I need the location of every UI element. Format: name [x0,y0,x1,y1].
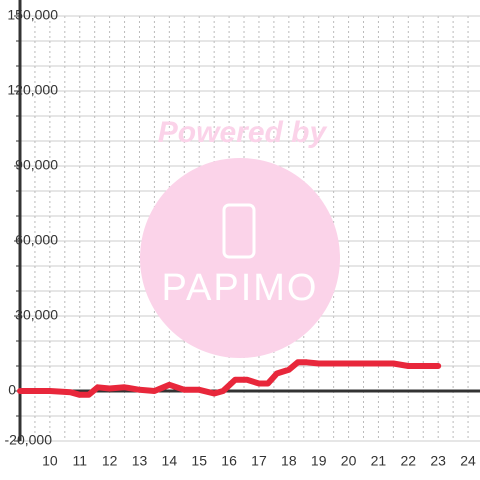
data-line [17,359,442,398]
watermark-phone [222,203,256,259]
y-tick-label: -20,000 [5,432,53,448]
y-tick-label: 120,000 [7,82,58,98]
x-tick-label: 10 [42,453,58,469]
y-tick-label: 90,000 [15,157,58,173]
y-tick-label: 30,000 [15,307,58,323]
x-tick-label: 13 [132,453,148,469]
x-tick-label: 17 [251,453,267,469]
y-tick-label: 60,000 [15,232,58,248]
x-tick-label: 16 [221,453,237,469]
x-tick-label: 15 [191,453,207,469]
x-tick-label: 14 [162,453,178,469]
x-tick-label: 12 [102,453,118,469]
x-tick-label: 23 [430,453,446,469]
x-tick-label: 20 [341,453,357,469]
x-tick-label: 21 [371,453,387,469]
watermark-logo: PAPIMO [162,267,319,309]
y-tick-label: 150,000 [7,7,58,23]
x-tick-label: 11 [72,453,87,469]
x-tick-label: 22 [401,453,417,469]
watermark-text: Powered by [158,116,328,149]
x-tick-label: 18 [281,453,297,469]
x-tick-label: 24 [460,453,476,469]
x-tick-label: 19 [311,453,327,469]
y-tick-label: 0 [8,382,16,398]
